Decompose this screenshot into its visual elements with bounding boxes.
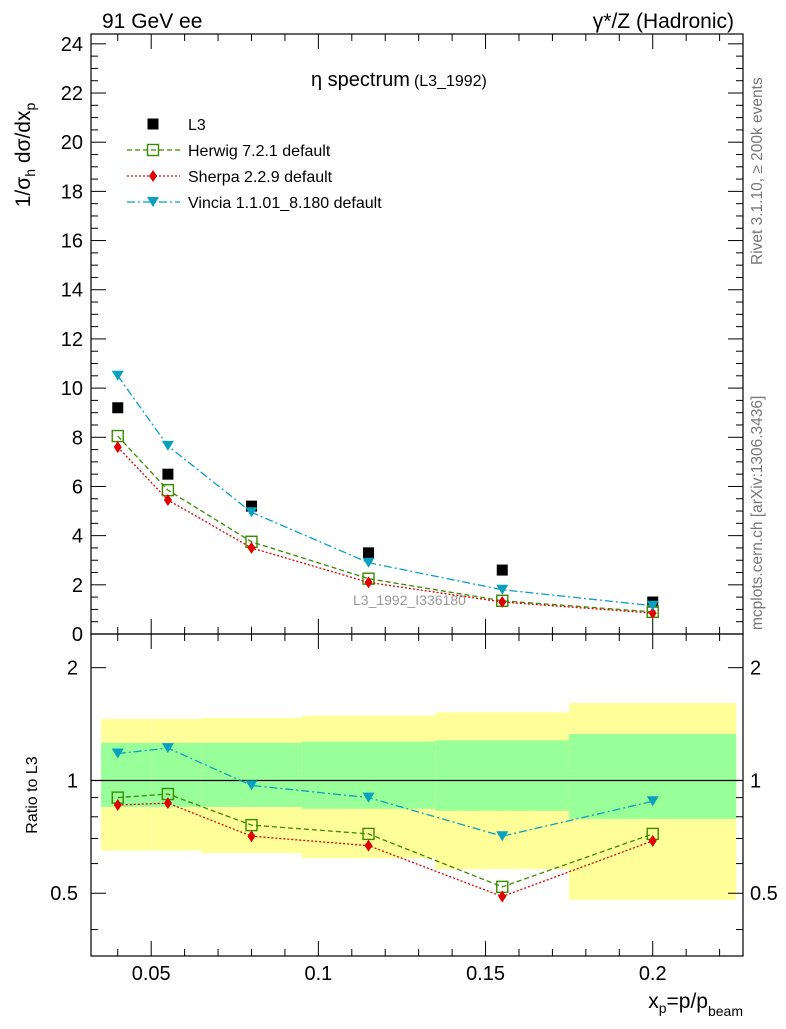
ratio-herwig-point-3 (362, 827, 375, 841)
ratio-herwig-line (117, 793, 653, 888)
x-axis-label: xp=p/pbeam (648, 990, 743, 1019)
main-ytick-label: 20 (61, 132, 83, 154)
legend-label-herwig: Herwig 7.2.1 default (188, 143, 331, 160)
ratio-frame (90, 633, 744, 957)
ratio-vincia-point-4 (496, 831, 509, 842)
main-l3-point-2 (245, 500, 257, 512)
ratio-sherpa-point-1 (163, 797, 172, 810)
main-title: η spectrum (L3_1992) (311, 69, 487, 91)
legend: L3 Herwig 7.2.1 default Sherpa 2.2.9 defau… (127, 117, 382, 212)
ratio-uncertainty-bands (101, 702, 737, 900)
main-vincia-line (117, 375, 653, 607)
main-series (111, 370, 659, 620)
band-inner-4 (435, 740, 570, 811)
main-sherpa-line (117, 446, 653, 614)
ratio-vincia-point-1 (161, 743, 174, 754)
ratio-sherpa-point-4 (498, 890, 507, 903)
main-sherpa-point-0 (113, 441, 122, 454)
main-sherpa-point-3 (364, 576, 373, 589)
legend-marker-sherpa (149, 170, 157, 182)
main-l3-point-1 (162, 468, 174, 480)
ratio-sherpa-point-0 (113, 799, 122, 812)
ratio-ytick-label-left: 2 (67, 658, 78, 680)
main-ytick-label: 6 (72, 476, 83, 498)
ratio-ytick-label-right: 1 (750, 770, 761, 792)
main-vincia-point-5 (646, 600, 659, 611)
legend-marker-vincia (147, 197, 159, 207)
legend-label-sherpa: Sherpa 2.2.9 default (188, 169, 333, 186)
xtick-label: 0.15 (466, 963, 505, 985)
main-title-suffix: (L3_1992) (414, 73, 487, 90)
main-ytick-label: 22 (61, 83, 83, 105)
main-herwig-line (117, 435, 653, 613)
xtick-label: 0.2 (639, 963, 667, 985)
band-inner-1 (151, 742, 202, 807)
main-ytick-label: 12 (61, 329, 83, 351)
legend-marker-l3 (147, 118, 159, 130)
band-inner-2 (201, 742, 302, 807)
main-ytick-label: 2 (72, 575, 83, 597)
ratio-vincia-point-0 (111, 748, 124, 759)
rivet-version-label: Rivet 3.1.10, ≥ 200k events (749, 77, 766, 265)
main-y-axis-label: 1/σh dσ/dxp (12, 103, 38, 208)
main-ytick-label: 10 (61, 378, 83, 400)
main-ytick-label: 8 (72, 427, 83, 449)
ratio-vincia-point-5 (646, 796, 659, 807)
main-l3-point-3 (363, 547, 375, 559)
main-sherpa-point-1 (163, 493, 172, 506)
main-l3-point-0 (112, 402, 124, 414)
ratio-ytick-label-left: 0.5 (50, 883, 78, 905)
ratio-vincia-point-3 (362, 792, 375, 803)
ratio-y-axis-label: Ratio to L3 (24, 756, 41, 833)
legend-label-l3: L3 (188, 117, 206, 134)
main-vincia-point-3 (362, 557, 375, 568)
main-l3-point-4 (496, 564, 508, 576)
main-vincia-point-1 (161, 440, 174, 451)
ratio-series (111, 743, 659, 903)
ratio-ytick-label-right: 2 (750, 658, 761, 680)
analysis-watermark: L3_1992_I336180 (353, 592, 466, 608)
main-vincia-point-0 (111, 370, 124, 381)
xtick-label: 0.1 (304, 963, 332, 985)
ratio-sherpa-point-2 (247, 830, 256, 843)
ratio-ytick-label-right: 0.5 (750, 883, 778, 905)
ratio-sherpa-point-3 (364, 839, 373, 852)
main-ytick-label: 4 (72, 526, 83, 548)
main-ytick-label: 0 (72, 624, 83, 646)
main-sherpa-point-5 (648, 607, 657, 620)
legend-marker-herwig (146, 143, 160, 157)
main-vincia-point-2 (245, 507, 258, 518)
main-sherpa-point-2 (247, 541, 256, 554)
main-ytick-label: 16 (61, 231, 83, 253)
main-ytick-label: 14 (61, 280, 83, 302)
ratio-sherpa-point-5 (648, 834, 657, 847)
main-ytick-label: 24 (61, 34, 83, 56)
ratio-ytick-label-left: 1 (67, 770, 78, 792)
main-watermark-group: L3_1992_I336180 (353, 592, 466, 608)
header-left: 91 GeV ee (102, 10, 202, 33)
mcplots-label: mcplots.cern.ch [arXiv:1306.3436] (749, 396, 766, 630)
xtick-label: 0.05 (132, 963, 171, 985)
main-sherpa-point-4 (498, 596, 507, 609)
header-right: γ*/Z (Hadronic) (593, 10, 734, 33)
ratio-sherpa-line (117, 802, 653, 898)
main-vincia-point-4 (496, 584, 509, 595)
ratio-vincia-point-2 (245, 780, 258, 791)
legend-label-vincia: Vincia 1.1.01_8.180 default (188, 195, 382, 212)
main-ytick-label: 18 (61, 181, 83, 203)
main-title-text: η spectrum (311, 69, 410, 91)
